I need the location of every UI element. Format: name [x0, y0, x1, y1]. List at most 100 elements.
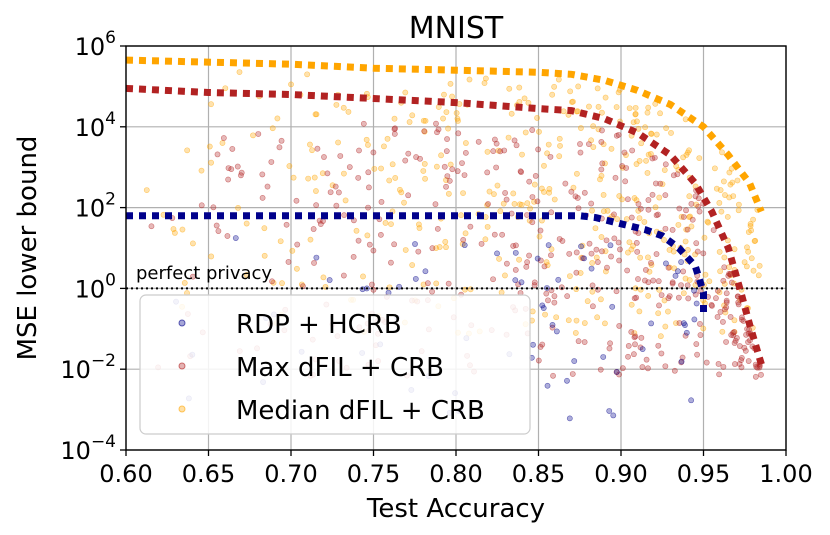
point-max-dfil-crb — [405, 150, 412, 157]
point-median-dfil-crb — [600, 191, 607, 198]
point-rdp-hcrb — [639, 346, 646, 353]
point-max-dfil-crb — [684, 226, 691, 233]
point-max-dfil-crb — [638, 334, 645, 341]
point-max-dfil-crb — [276, 144, 283, 151]
point-max-dfil-crb — [529, 127, 536, 133]
point-max-dfil-crb — [370, 149, 377, 156]
point-median-dfil-crb — [661, 237, 667, 243]
point-median-dfil-crb — [342, 197, 349, 204]
point-median-dfil-crb — [551, 196, 558, 203]
point-median-dfil-crb — [401, 199, 407, 206]
point-max-dfil-crb — [680, 268, 687, 275]
point-median-dfil-crb — [544, 150, 551, 157]
point-max-dfil-crb — [632, 333, 639, 340]
point-median-dfil-crb — [341, 170, 347, 177]
point-max-dfil-crb — [577, 141, 583, 147]
point-max-dfil-crb — [604, 264, 610, 271]
point-max-dfil-crb — [633, 239, 640, 246]
point-rdp-hcrb — [688, 397, 695, 404]
point-median-dfil-crb — [745, 229, 752, 236]
point-max-dfil-crb — [703, 359, 710, 366]
point-median-dfil-crb — [678, 213, 685, 220]
point-max-dfil-crb — [320, 218, 326, 224]
point-rdp-hcrb — [663, 260, 669, 267]
point-max-dfil-crb — [459, 160, 465, 167]
point-median-dfil-crb — [557, 142, 563, 149]
point-median-dfil-crb — [565, 317, 572, 324]
x-tick-label: 0.75 — [347, 460, 400, 488]
y-tick-label: 102 — [75, 190, 116, 223]
point-max-dfil-crb — [340, 272, 347, 279]
point-max-dfil-crb — [735, 301, 742, 308]
point-max-dfil-crb — [653, 212, 660, 219]
point-median-dfil-crb — [626, 239, 633, 246]
point-median-dfil-crb — [604, 207, 611, 214]
point-median-dfil-crb — [706, 278, 713, 285]
point-max-dfil-crb — [631, 334, 638, 341]
point-median-dfil-crb — [614, 216, 621, 222]
point-max-dfil-crb — [433, 120, 439, 127]
point-median-dfil-crb — [556, 153, 563, 160]
point-median-dfil-crb — [634, 118, 640, 125]
point-max-dfil-crb — [634, 248, 641, 255]
point-max-dfil-crb — [392, 125, 398, 132]
point-median-dfil-crb — [402, 247, 409, 253]
point-median-dfil-crb — [613, 104, 620, 110]
point-max-dfil-crb — [738, 354, 745, 361]
point-median-dfil-crb — [522, 129, 529, 136]
point-median-dfil-crb — [602, 320, 608, 327]
point-max-dfil-crb — [531, 282, 538, 289]
point-median-dfil-crb — [755, 272, 762, 279]
point-median-dfil-crb — [577, 270, 584, 276]
point-max-dfil-crb — [503, 260, 510, 267]
point-median-dfil-crb — [628, 246, 635, 253]
point-rdp-hcrb — [555, 276, 562, 283]
point-median-dfil-crb — [250, 132, 256, 139]
point-median-dfil-crb — [409, 112, 416, 119]
point-max-dfil-crb — [535, 146, 542, 153]
point-median-dfil-crb — [549, 91, 556, 98]
point-median-dfil-crb — [277, 238, 284, 245]
point-rdp-hcrb — [610, 412, 617, 419]
point-median-dfil-crb — [541, 189, 547, 195]
point-median-dfil-crb — [243, 220, 250, 227]
point-rdp-hcrb — [588, 265, 595, 272]
legend-label-1: Max dFIL + CRB — [236, 353, 444, 383]
point-max-dfil-crb — [467, 223, 474, 230]
point-median-dfil-crb — [441, 91, 447, 98]
point-median-dfil-crb — [734, 177, 741, 184]
point-max-dfil-crb — [278, 137, 285, 144]
point-max-dfil-crb — [502, 190, 509, 196]
point-median-dfil-crb — [506, 85, 513, 92]
point-max-dfil-crb — [741, 344, 748, 351]
y-tick-label: 100 — [75, 270, 116, 303]
point-median-dfil-crb — [719, 149, 725, 156]
point-max-dfil-crb — [573, 249, 580, 256]
point-rdp-hcrb — [512, 249, 519, 256]
point-max-dfil-crb — [650, 277, 657, 284]
point-max-dfil-crb — [310, 226, 317, 232]
point-median-dfil-crb — [309, 147, 315, 154]
point-median-dfil-crb — [546, 185, 553, 192]
point-max-dfil-crb — [432, 201, 439, 208]
point-median-dfil-crb — [661, 167, 668, 173]
point-max-dfil-crb — [608, 253, 614, 260]
point-max-dfil-crb — [720, 363, 727, 370]
point-median-dfil-crb — [704, 218, 711, 225]
point-max-dfil-crb — [689, 216, 696, 223]
legend: RDP + HCRB Max dFIL + CRB Median dFIL + CR… — [139, 294, 531, 435]
point-max-dfil-crb — [369, 281, 375, 288]
point-max-dfil-crb — [564, 293, 571, 300]
point-median-dfil-crb — [615, 89, 622, 96]
legend-box — [139, 294, 531, 435]
point-max-dfil-crb — [624, 196, 631, 203]
point-median-dfil-crb — [261, 225, 268, 232]
point-median-dfil-crb — [378, 165, 384, 172]
point-median-dfil-crb — [538, 185, 545, 192]
legend-label-0: RDP + HCRB — [236, 310, 402, 340]
point-median-dfil-crb — [445, 125, 452, 132]
point-max-dfil-crb — [572, 193, 579, 200]
y-axis-ticks: 106 104 102 100 10−2 10−4 — [60, 28, 126, 465]
point-max-dfil-crb — [682, 332, 689, 339]
point-median-dfil-crb — [718, 208, 725, 215]
